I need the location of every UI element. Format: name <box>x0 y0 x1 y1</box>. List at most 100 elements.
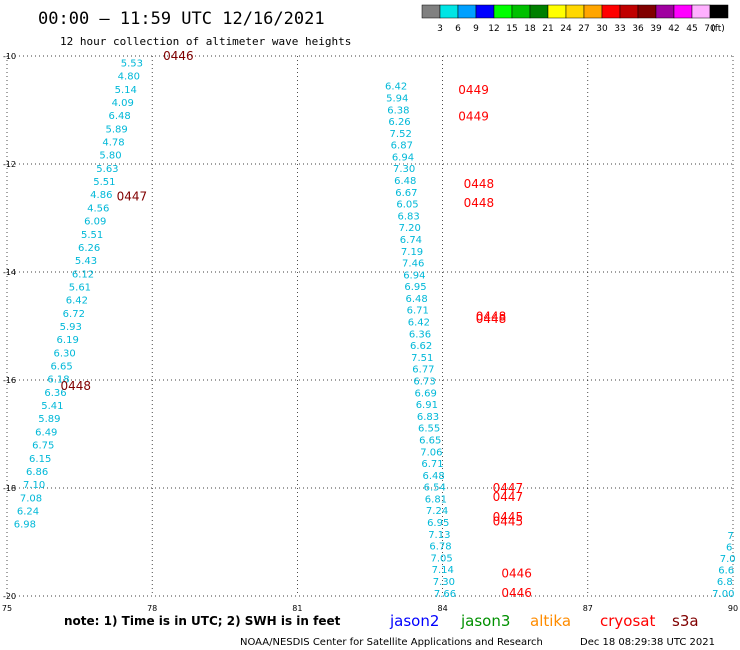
swh-value: 6.8 <box>717 577 733 588</box>
y-tick-label: -10 <box>3 52 16 61</box>
swh-value: 6.6 <box>718 566 734 577</box>
swh-value: 6.42 <box>385 82 407 93</box>
pass-time-label: 0448 <box>464 196 495 210</box>
swh-value: 7 <box>727 531 733 542</box>
swh-value: 4.09 <box>112 98 134 109</box>
pass-time-label: 0446 <box>501 566 532 580</box>
scale-label: 42 <box>668 24 679 34</box>
swh-value: 6.94 <box>403 270 425 281</box>
swh-value: 6.15 <box>29 454 51 465</box>
swh-value: 6.87 <box>391 141 413 152</box>
swh-value: 6.42 <box>66 296 88 307</box>
y-tick-label: -14 <box>3 268 16 277</box>
swh-value: 4.80 <box>118 72 140 83</box>
swh-value: 6.81 <box>425 494 447 505</box>
scale-swatch <box>439 4 459 19</box>
y-tick-label: -18 <box>3 484 16 493</box>
swh-value: 6.26 <box>78 243 100 254</box>
pass-time-label: 0449 <box>458 83 489 97</box>
pass-time-label: 0448 <box>476 312 507 326</box>
swh-value: 7.52 <box>390 129 412 140</box>
scale-swatch <box>583 4 603 19</box>
pass-time-label: 0448 <box>464 177 495 191</box>
swh-value: 6.30 <box>54 348 76 359</box>
swh-value: 6.74 <box>400 235 422 246</box>
pass-time-label: 0445 <box>493 510 524 524</box>
swh-value: 6.26 <box>388 117 410 128</box>
x-tick-label: 84 <box>438 604 448 613</box>
swh-value: 6.73 <box>413 377 435 388</box>
scale-swatch <box>565 4 585 19</box>
scale-swatch <box>475 4 495 19</box>
swh-value: 6.95 <box>404 282 426 293</box>
color-scale: 3 6 9 12 15 18 21 24 27 30 33 36 39 42 45 70(ft) <box>421 4 729 34</box>
x-tick-label: 81 <box>292 604 302 613</box>
swh-value: 6.48 <box>405 294 427 305</box>
swh-value: 6.09 <box>84 217 106 228</box>
pass-time-label: 0447 <box>493 481 524 495</box>
swh-value: 7.13 <box>428 530 450 541</box>
swh-value: 6.05 <box>396 200 418 211</box>
swh-value: 6.77 <box>412 365 434 376</box>
swh-value: 6.71 <box>421 459 443 470</box>
pass-time-label: 0446 <box>501 586 532 600</box>
pass-time-label: 0448 <box>476 309 507 323</box>
swh-value: 6.86 <box>26 467 48 478</box>
swh-value: 6.48 <box>423 471 445 482</box>
legend-item-s3a: s3a <box>672 612 699 630</box>
pass-time-label: 0446 <box>163 49 194 63</box>
scale-swatch <box>547 4 567 19</box>
y-tick-label: -16 <box>3 376 16 385</box>
scale-label: 15 <box>506 24 517 34</box>
swh-value: 5.89 <box>38 414 60 425</box>
swh-value: 6.62 <box>410 341 432 352</box>
swh-value: 7.46 <box>402 259 424 270</box>
swh-value: 6.12 <box>72 269 94 280</box>
pass-time-label: 0448 <box>60 379 91 393</box>
timestamp-text: Dec 18 08:29:38 UTC 2021 <box>580 637 715 648</box>
swh-value: 6.95 <box>427 518 449 529</box>
scale-label: 24 <box>560 24 572 34</box>
scale-swatch <box>529 4 549 19</box>
swh-value: 5.61 <box>69 282 91 293</box>
swh-value: 6.98 <box>14 520 36 531</box>
scale-swatch <box>637 4 657 19</box>
swh-value: 6.48 <box>109 111 131 122</box>
pass-time-label: 0447 <box>117 189 148 203</box>
legend-item-jason2: jason2 <box>389 612 439 630</box>
swh-value: 7.00 <box>712 589 734 600</box>
scale-label: 18 <box>524 24 536 34</box>
scale-label: 6 <box>455 24 461 34</box>
swh-value: 7.30 <box>393 164 415 175</box>
swh-value: 6.65 <box>419 435 441 446</box>
swh-value: 6.54 <box>424 483 446 494</box>
swh-value: 7.30 <box>433 577 455 588</box>
swh-value: 5.14 <box>115 85 137 96</box>
x-tick-label: 78 <box>147 604 157 613</box>
swh-value: 6.48 <box>394 176 416 187</box>
scale-label: 12 <box>488 24 499 34</box>
scale-label: 30 <box>596 24 608 34</box>
legend-item-jason3: jason3 <box>460 612 510 630</box>
swh-value: 6.24 <box>17 506 39 517</box>
swh-value: 6.19 <box>57 335 79 346</box>
swh-value: 6.49 <box>35 427 57 438</box>
wave-height-values: 5.53 4.80 5.14 4.09 6.48 5.89 4.78 5.80 5.63 5.51… <box>14 49 736 600</box>
swh-value: 6 <box>726 543 732 554</box>
swh-value: 7.06 <box>420 447 442 458</box>
scale-label: 3 <box>437 24 443 34</box>
swh-value: 6.55 <box>418 424 440 435</box>
scale-label: 70 <box>704 24 716 34</box>
x-tick-label: 75 <box>2 604 12 613</box>
swh-value: 6.38 <box>387 105 409 116</box>
scale-unit: (ft) <box>711 24 725 34</box>
scale-swatch <box>673 4 693 19</box>
scale-label: 45 <box>686 24 697 34</box>
x-tick-label: 87 <box>583 604 593 613</box>
swh-value: 6.91 <box>416 400 438 411</box>
swh-value: 5.51 <box>81 230 103 241</box>
y-tick-label: -20 <box>3 592 16 601</box>
swh-value: 6.36 <box>44 388 66 399</box>
scale-swatch <box>601 4 621 19</box>
